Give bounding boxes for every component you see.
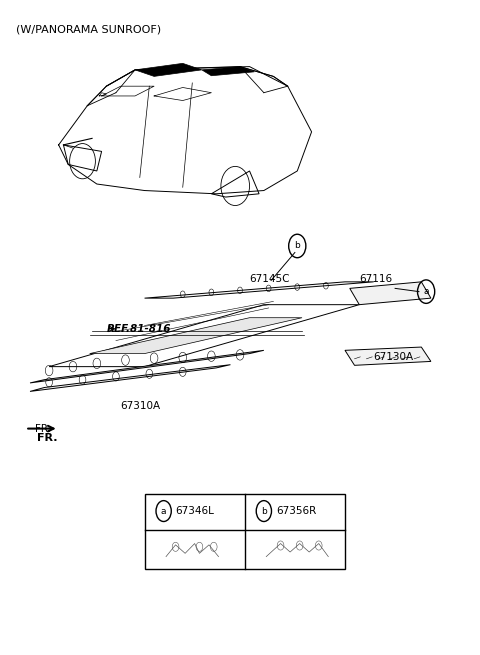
Polygon shape [90, 318, 302, 354]
Bar [144, 494, 345, 569]
Polygon shape [49, 305, 360, 367]
Text: FR.: FR. [37, 433, 58, 443]
Text: 67356R: 67356R [276, 506, 316, 516]
Text: 67130A: 67130A [373, 352, 414, 362]
Polygon shape [211, 171, 259, 197]
Text: REF.81-816: REF.81-816 [107, 324, 171, 335]
Polygon shape [202, 67, 254, 76]
Polygon shape [63, 145, 102, 171]
Polygon shape [135, 64, 202, 77]
Polygon shape [350, 282, 431, 305]
Text: a: a [423, 287, 429, 296]
Text: a: a [161, 506, 167, 515]
Text: b: b [294, 242, 300, 250]
Text: 67310A: 67310A [120, 401, 161, 411]
Polygon shape [30, 365, 230, 392]
Text: (W/PANORAMA SUNROOF): (W/PANORAMA SUNROOF) [16, 24, 161, 34]
Text: FR.: FR. [35, 424, 51, 434]
Text: 67116: 67116 [360, 274, 393, 284]
Polygon shape [144, 282, 373, 298]
Text: b: b [261, 506, 267, 515]
Polygon shape [345, 347, 431, 365]
Text: 67145C: 67145C [250, 274, 290, 284]
Polygon shape [30, 350, 264, 383]
Text: 67346L: 67346L [176, 506, 215, 516]
